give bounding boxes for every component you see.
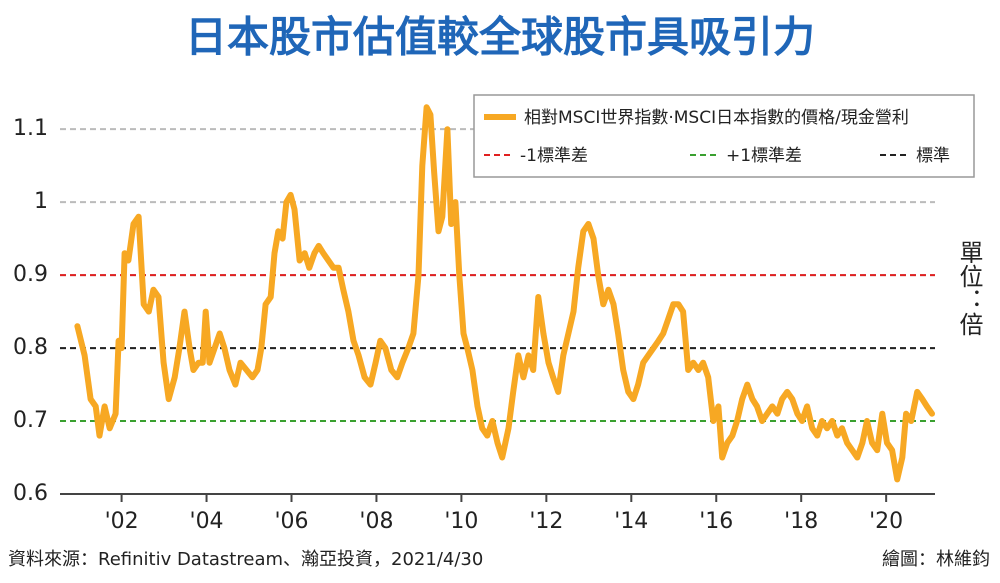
x-tick-label: '04 (190, 509, 224, 534)
y-tick-label: 1 (34, 189, 48, 214)
x-tick-label: '10 (444, 509, 478, 534)
x-tick-label: '06 (274, 509, 308, 534)
y-tick-label: 0.9 (13, 262, 48, 287)
y-tick-label: 0.7 (13, 408, 48, 433)
y-tick-label: 0.8 (13, 335, 48, 360)
chart-title: 日本股市估值較全球股市具吸引力 (185, 13, 815, 62)
unit-label: 單位：倍 (955, 240, 983, 336)
data-line (74, 104, 935, 483)
x-tick-label: '12 (529, 509, 563, 534)
x-tick-label: '16 (699, 509, 733, 534)
x-tick-label: '20 (869, 509, 903, 534)
x-tick-label: '18 (784, 509, 818, 534)
legend-label: 標準 (916, 146, 950, 166)
legend-box (473, 94, 975, 178)
x-tick-label: '08 (359, 509, 393, 534)
x-tick-label: '02 (105, 509, 139, 534)
legend-label: 相對MSCI世界指數·MSCI日本指數的價格/現金營利 (524, 108, 909, 128)
y-tick-label: 1.1 (13, 116, 48, 141)
x-tick-label: '14 (614, 509, 648, 534)
legend-label: +1標準差 (726, 146, 802, 166)
legend: 相對MSCI世界指數·MSCI日本指數的價格/現金營利 -1標準差 +1標準差 標準 (473, 94, 975, 178)
legend-label: -1標準差 (520, 146, 588, 166)
credit: 繪圖：林維鈞 (882, 549, 990, 570)
source: 資料來源：Refinitiv Datastream、瀚亞投資，2021/4/30 (8, 549, 483, 570)
y-tick-label: 0.6 (13, 481, 48, 506)
